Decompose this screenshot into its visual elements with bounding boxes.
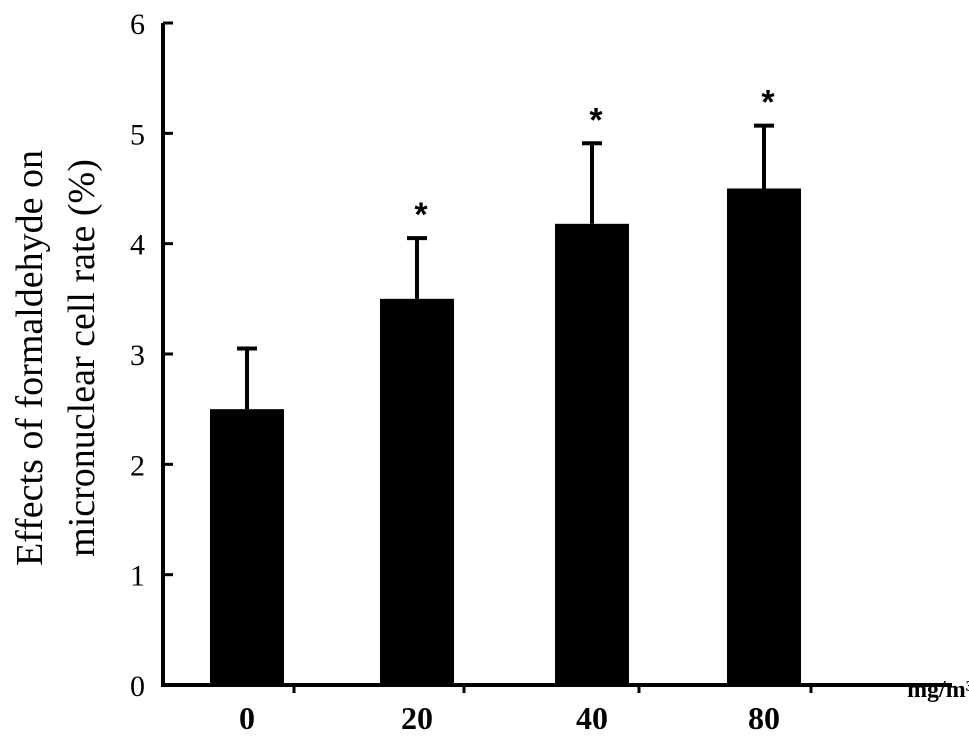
y-axis-title: Effects of formaldehyde on micronuclear … xyxy=(9,150,103,566)
bar xyxy=(210,409,284,685)
bar xyxy=(727,188,801,685)
bars xyxy=(210,188,801,685)
y-tick-label: 4 xyxy=(130,229,145,262)
y-tick-label: 3 xyxy=(130,339,145,372)
y-tick-label: 0 xyxy=(130,670,145,703)
significance-mark: * xyxy=(414,196,428,234)
x-tick-label: 0 xyxy=(239,700,255,736)
y-tick-label: 6 xyxy=(130,8,145,41)
y-tick-label: 2 xyxy=(130,449,145,482)
significance-mark: * xyxy=(589,101,603,139)
x-tick-label: 20 xyxy=(401,700,433,736)
y-axis-title-line-1: Effects of formaldehyde on xyxy=(9,150,51,566)
bar xyxy=(555,223,629,685)
x-axis-unit-label: mg/m³ xyxy=(907,677,969,703)
significance-mark: * xyxy=(761,84,775,122)
y-tick-label: 5 xyxy=(130,118,145,151)
x-tick-label: 40 xyxy=(576,700,608,736)
y-ticks: 0 1 2 3 4 5 6 xyxy=(130,8,173,703)
significance-marks: * * * xyxy=(414,84,775,235)
bar xyxy=(380,298,454,685)
x-tick-label: 80 xyxy=(748,700,780,736)
y-axis-title-line-2: micronuclear cell rate (%) xyxy=(61,159,103,557)
x-ticks: 0 20 40 80 xyxy=(239,685,813,736)
y-tick-label: 1 xyxy=(130,560,145,593)
error-bars xyxy=(237,123,774,410)
